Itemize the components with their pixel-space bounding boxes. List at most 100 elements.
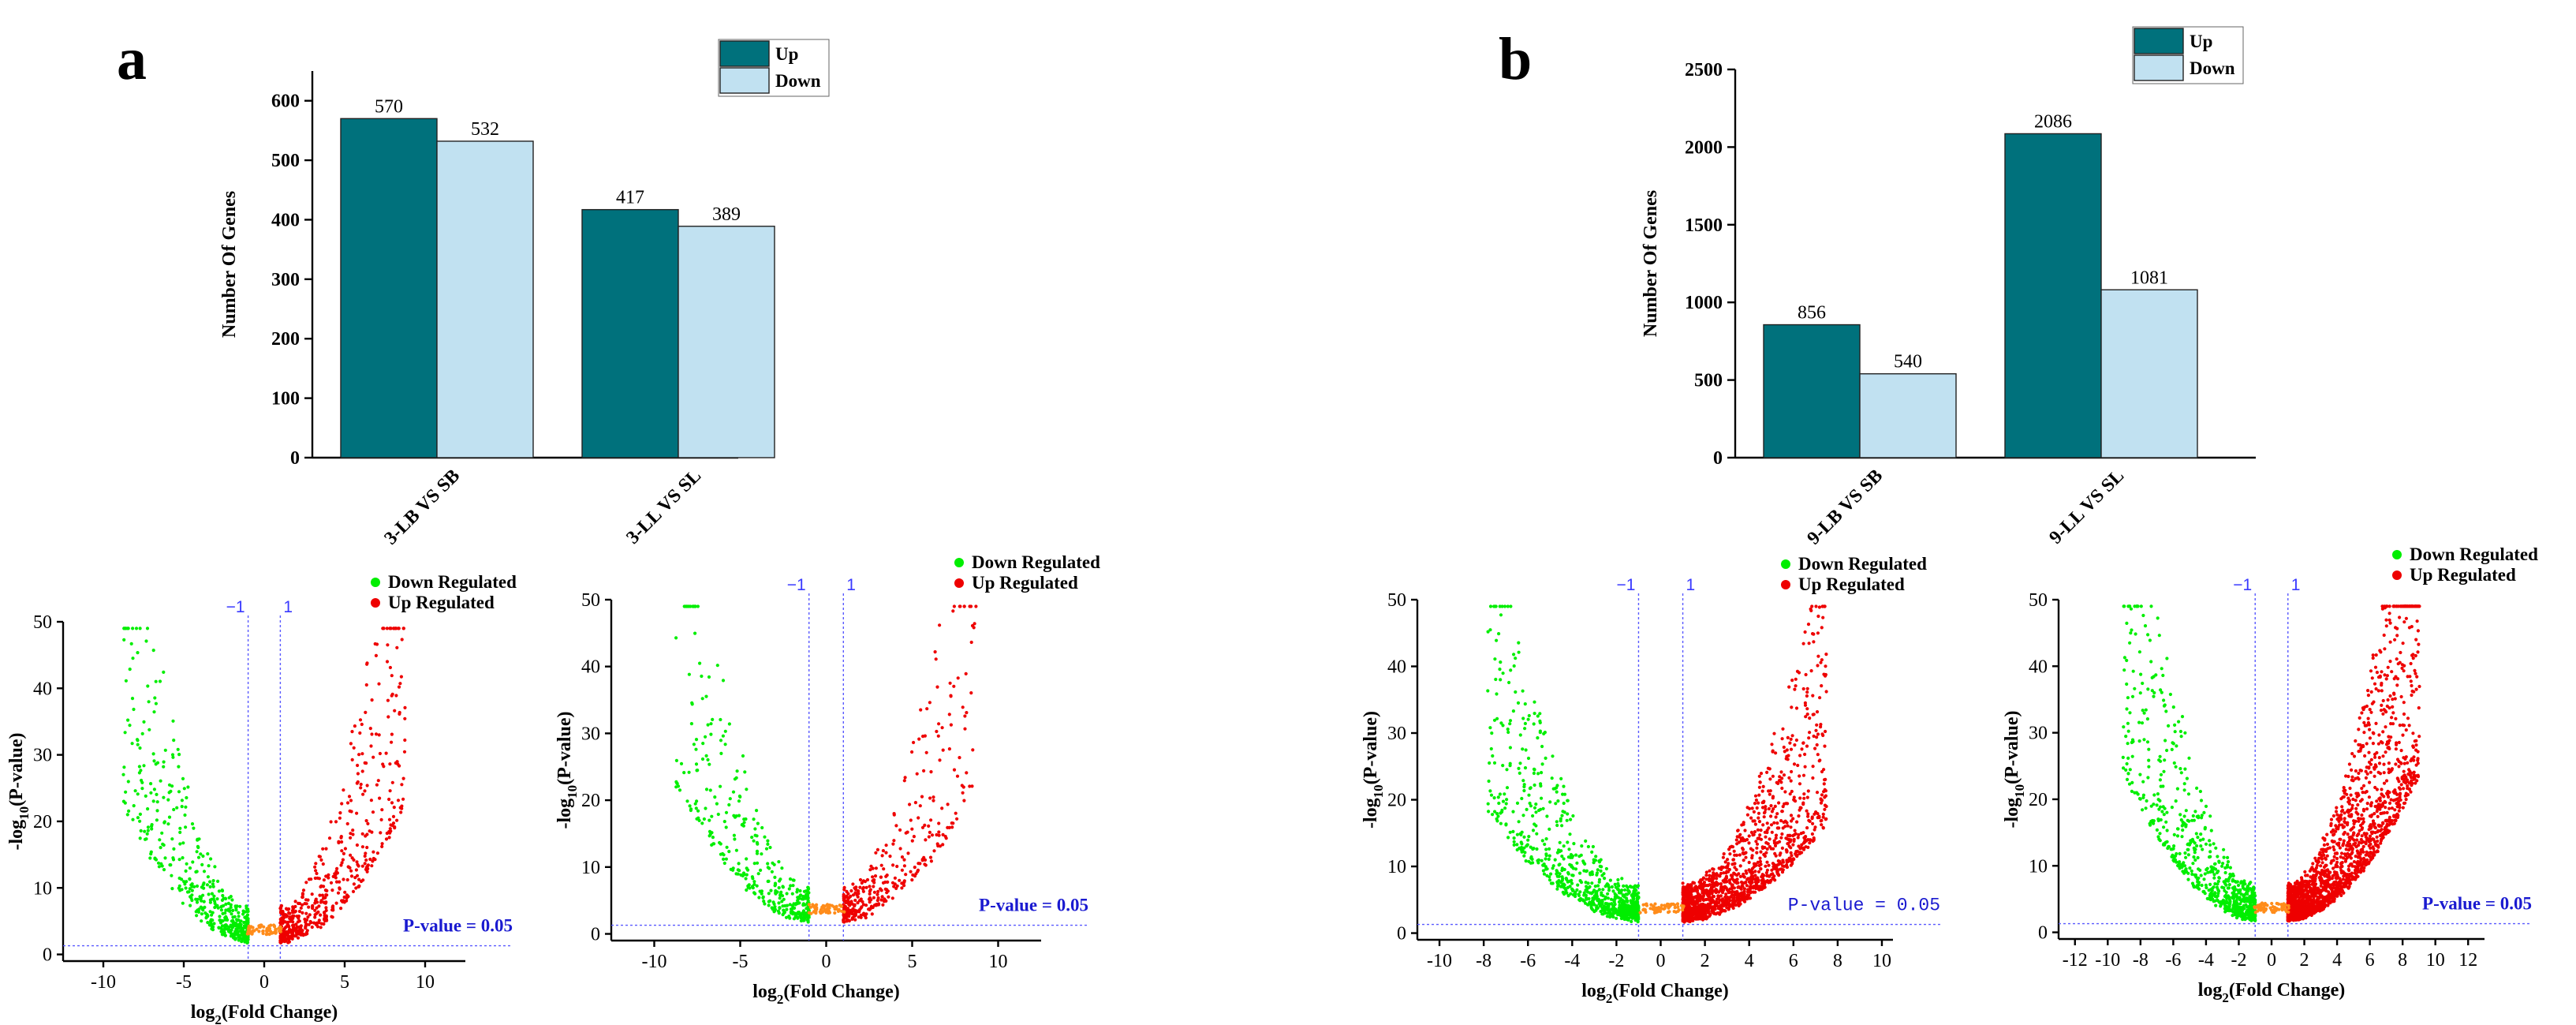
scatter-point-up xyxy=(330,888,334,892)
scatter-point-up xyxy=(403,738,407,743)
scatter-point-up xyxy=(1803,765,1807,769)
scatter-point-up xyxy=(919,708,923,712)
scatter-point-up xyxy=(965,771,969,775)
scatter-point-down xyxy=(2181,828,2185,832)
scatter-point-up xyxy=(1757,811,1761,815)
scatter-point-up xyxy=(365,661,369,665)
scatter-point-down xyxy=(213,905,217,910)
scatter-point-up xyxy=(1704,870,1708,874)
scatter-point-down xyxy=(782,908,786,912)
scatter-point-down xyxy=(238,904,242,908)
scatter-point-up xyxy=(363,854,367,859)
scatter-point-down xyxy=(162,795,166,799)
x-axis-label-rest: (Fold Change) xyxy=(783,982,899,1002)
scatter-point-down xyxy=(1569,853,1573,857)
scatter-point-down xyxy=(1590,872,1595,877)
scatter-point-down xyxy=(780,866,784,870)
scatter-point-up xyxy=(858,877,863,882)
scatter-point-up xyxy=(392,806,396,810)
scatter-point-down xyxy=(2145,717,2149,721)
scatter-point-down xyxy=(1514,690,1518,694)
scatter-point-down xyxy=(210,926,215,930)
scatter-point-down xyxy=(121,799,125,803)
scatter-point-up xyxy=(894,886,898,890)
scatter-point-up xyxy=(852,909,856,913)
scatter-point-ns xyxy=(274,930,278,934)
scatter-point-up xyxy=(1746,890,1750,894)
x-tick-label: -4 xyxy=(2198,950,2214,971)
scatter-point-down xyxy=(789,884,793,888)
scatter-point-up xyxy=(1708,869,1712,873)
scatter-point-up xyxy=(871,875,875,879)
scatter-point-up xyxy=(1800,747,1804,751)
scatter-point-up xyxy=(327,873,330,877)
scatter-point-up xyxy=(334,901,338,905)
scatter-point-up xyxy=(879,863,883,867)
scatter-point-down xyxy=(1604,866,1608,871)
scatter-point-down xyxy=(1542,862,1546,866)
scatter-point-up xyxy=(365,784,369,787)
scatter-point-up xyxy=(340,849,344,853)
scatter-point-down xyxy=(170,837,174,841)
scatter-point-down xyxy=(219,905,223,909)
x-axis-label-main: log xyxy=(1581,981,1606,1001)
scatter-point-up xyxy=(1769,814,1773,818)
scatter-point-ns xyxy=(1667,911,1671,915)
scatter-point-down xyxy=(752,862,756,866)
scatter-point-down xyxy=(1570,881,1574,885)
scatter-point-up xyxy=(377,682,381,686)
scatter-point-up xyxy=(402,750,407,754)
scatter-point-up xyxy=(938,623,942,627)
y-axis-label-sub: 10 xyxy=(17,806,32,820)
scatter-point-up xyxy=(295,925,299,929)
scatter-point-up xyxy=(350,730,354,734)
scatter-point-down xyxy=(159,862,163,866)
scatter-point-down xyxy=(1518,761,1522,765)
scatter-point-up xyxy=(303,902,307,906)
scatter-point-down xyxy=(212,894,216,898)
scatter-point-down xyxy=(1580,844,1584,848)
scatter-point-down xyxy=(155,809,159,813)
scatter-point-up xyxy=(1805,686,1809,690)
scatter-point-down xyxy=(229,905,233,909)
scatter-point-up xyxy=(1785,754,1789,758)
scatter-point-down xyxy=(1626,907,1630,911)
scatter-point-up xyxy=(1824,817,1828,821)
scatter-point-down xyxy=(760,825,764,830)
x-axis-label-rest: (Fold Change) xyxy=(1612,981,1728,1001)
scatter-point-down xyxy=(1517,820,1521,824)
scatter-point-up xyxy=(882,900,886,903)
scatter-point-up xyxy=(1753,877,1757,881)
p-value-threshold-label: P-value = 0.05 xyxy=(979,896,1088,915)
scatter-point-up xyxy=(864,885,868,889)
scatter-point-down xyxy=(1575,861,1579,865)
scatter-point-down xyxy=(773,875,777,879)
scatter-point-down xyxy=(1536,859,1540,862)
scatter-point-down xyxy=(1593,885,1597,888)
scatter-point-up xyxy=(846,898,850,903)
scatter-point-up xyxy=(1767,806,1771,811)
scatter-point-up xyxy=(888,855,892,859)
scatter-point-up xyxy=(382,627,386,630)
scatter-point-down xyxy=(1568,832,1572,836)
scatter-point-up xyxy=(849,894,853,898)
scatter-point-up xyxy=(1719,871,1723,876)
bar-value-label: 570 xyxy=(375,96,403,117)
scatter-point-up xyxy=(1707,910,1711,914)
scatter-point-up xyxy=(1759,862,1763,866)
scatter-point-down xyxy=(192,826,196,830)
scatter-point-up xyxy=(1794,684,1798,688)
scatter-point-up xyxy=(319,858,323,862)
y-tick-label: 0 xyxy=(2038,923,2048,944)
scatter-point-down xyxy=(707,675,711,679)
scatter-point-up xyxy=(1777,862,1781,866)
scatter-point-up xyxy=(880,854,884,858)
scatter-point-down xyxy=(1588,885,1592,888)
scatter-point-up xyxy=(1690,886,1694,890)
scatter-point-up xyxy=(1782,773,1786,777)
scatter-point-down xyxy=(773,905,777,909)
scatter-point-up xyxy=(1682,896,1686,900)
scatter-point-up xyxy=(1797,671,1801,675)
scatter-point-ns xyxy=(811,903,815,907)
scatter-point-up xyxy=(397,685,401,689)
